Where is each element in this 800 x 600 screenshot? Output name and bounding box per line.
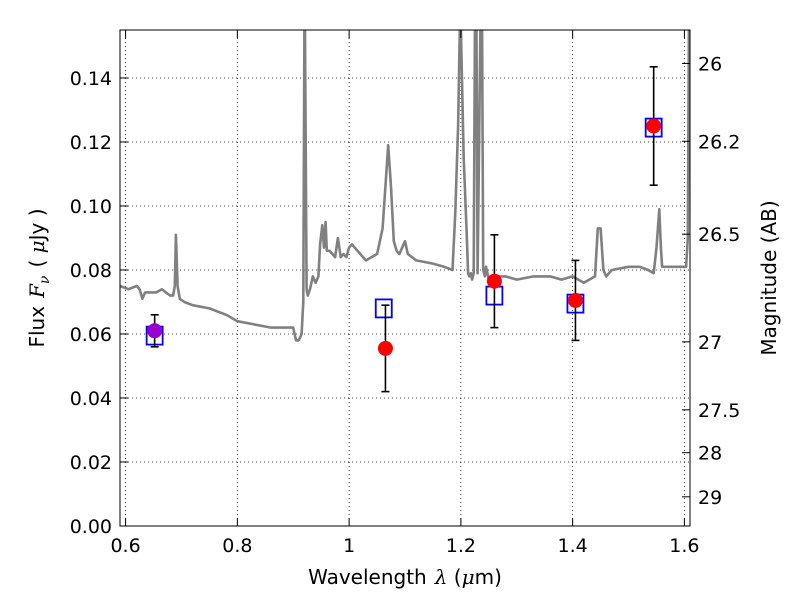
y-tick-label: 0.00 [70, 516, 112, 538]
y-tick-label: 0.02 [70, 452, 112, 474]
ticks: 0.6 0.8 1 1.2 1.4 1.6 0.00 0.02 0.04 0.06 0.08 0.10… [70, 30, 740, 557]
x-axis-title: Wavelength λ (μm) [308, 565, 502, 589]
y2-tick-label: 29 [698, 487, 722, 509]
y-axis-flux-symbol: F [25, 283, 49, 299]
y-axis-unit-close: Jy ) [25, 208, 49, 242]
y-tick-label: 0.06 [70, 324, 112, 346]
plot-frame [119, 29, 691, 527]
x-axis-lambda: λ [434, 565, 448, 589]
y2-tick-label: 26 [698, 53, 722, 75]
observed-point [377, 340, 393, 356]
x-tick-label: 1.6 [669, 535, 699, 557]
y-tick-label: 0.04 [70, 388, 112, 410]
model-band-marker [374, 298, 393, 319]
x-tick-label: 0.8 [222, 535, 252, 557]
y2-tick-label: 27.5 [698, 400, 740, 422]
x-axis-unit-close: m) [475, 565, 502, 589]
x-tick-label: 1.4 [558, 535, 588, 557]
y2-tick-label: 26.5 [698, 224, 740, 246]
x-axis-title-prefix: Wavelength [308, 565, 427, 589]
x-tick-label: 1 [343, 535, 355, 557]
observed-point [486, 273, 502, 289]
observed-point [646, 118, 662, 134]
grid [120, 30, 690, 527]
y-axis-title-prefix: Flux [25, 306, 49, 348]
y-tick-label: 0.14 [70, 68, 112, 90]
x-axis-unit-open: ( [447, 565, 461, 589]
x-tick-label: 1.2 [446, 535, 476, 557]
y2-tick-label: 27 [698, 332, 722, 354]
y2-axis-title: Magnitude (AB) [757, 200, 781, 355]
observed-point [567, 292, 583, 308]
y-tick-label: 0.08 [70, 260, 112, 282]
y2-tick-label: 28 [698, 443, 722, 465]
series-layer [120, 30, 690, 393]
y-tick-label: 0.12 [70, 132, 112, 154]
y-axis-title: Flux Fν ( μJy ) [25, 208, 53, 347]
y-axis-unit-open: ( [25, 253, 49, 267]
y-tick-label: 0.10 [70, 196, 112, 218]
y-axis-flux-subscript: ν [37, 275, 53, 284]
x-axis-unit-mu: μ [462, 565, 475, 589]
y2-tick-label: 26.2 [698, 131, 740, 153]
x-tick-label: 0.6 [110, 535, 140, 557]
y-axis-unit-mu: μ [25, 240, 49, 253]
observed-point [147, 323, 163, 339]
model-spectrum-line [120, 30, 690, 342]
